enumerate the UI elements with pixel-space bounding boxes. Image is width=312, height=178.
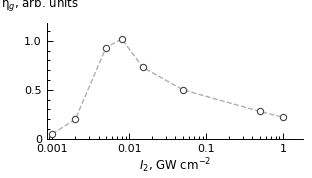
X-axis label: $I_2$, GW cm$^{-2}$: $I_2$, GW cm$^{-2}$: [139, 156, 211, 175]
Text: η$_g$, arb. units: η$_g$, arb. units: [1, 0, 79, 14]
